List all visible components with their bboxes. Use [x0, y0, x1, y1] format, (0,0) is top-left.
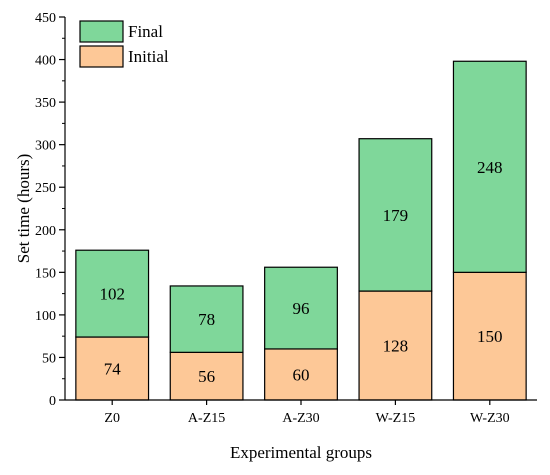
y-tick-label: 100 [35, 309, 56, 324]
data-label-initial-w-z15: 128 [383, 337, 409, 356]
legend-label-final: Final [128, 22, 163, 41]
x-axis-title: Experimental groups [230, 443, 372, 462]
x-tick-label: W-Z15 [376, 411, 416, 426]
data-label-final-w-z30: 248 [477, 158, 503, 177]
y-tick-label: 400 [35, 54, 56, 69]
data-label-final-a-z30: 96 [293, 299, 310, 318]
y-axis-title: Set time (hours) [14, 154, 33, 264]
data-label-initial-a-z15: 56 [198, 367, 215, 386]
data-label-initial-z0: 74 [104, 360, 122, 379]
bar-final-w-z30 [452, 60, 527, 273]
y-tick-label: 0 [49, 394, 56, 409]
bar-final-a-z30 [264, 266, 338, 350]
x-tick-label: A-Z15 [188, 411, 225, 426]
bars-layer: 74 102 56 78 60 96 128 179 150 248 [75, 60, 527, 401]
legend-swatch-final [79, 20, 124, 43]
data-label-initial-a-z30: 60 [293, 365, 310, 384]
data-label-initial-w-z30: 150 [477, 327, 503, 346]
y-tick-label: 200 [35, 224, 56, 239]
bar-final-w-z15 [358, 138, 433, 292]
data-label-final-a-z15: 78 [198, 310, 215, 329]
legend: Final Initial [79, 20, 169, 68]
y-tick-label: 50 [42, 351, 56, 366]
y-tick-label: 150 [35, 266, 56, 281]
x-tick-label: Z0 [104, 411, 120, 426]
y-tick-label: 350 [35, 96, 56, 111]
bar-final-z0 [75, 249, 150, 338]
y-tick-label: 300 [35, 139, 56, 154]
legend-label-initial: Initial [128, 47, 169, 66]
axes-layer: 0 50 100 150 200 250 300 350 400 450 Z0 A-Z15 A-Z30 W… [35, 11, 537, 426]
y-tick-label: 250 [35, 181, 56, 196]
y-tick-label: 450 [35, 11, 56, 26]
bar-initial-z0 [75, 336, 150, 401]
x-tick-label: W-Z30 [470, 411, 510, 426]
bar-final-a-z15 [169, 285, 244, 353]
x-tick-label: A-Z30 [282, 411, 319, 426]
data-label-final-w-z15: 179 [383, 206, 409, 225]
data-label-final-z0: 102 [99, 285, 125, 304]
legend-swatch-initial [79, 45, 124, 68]
